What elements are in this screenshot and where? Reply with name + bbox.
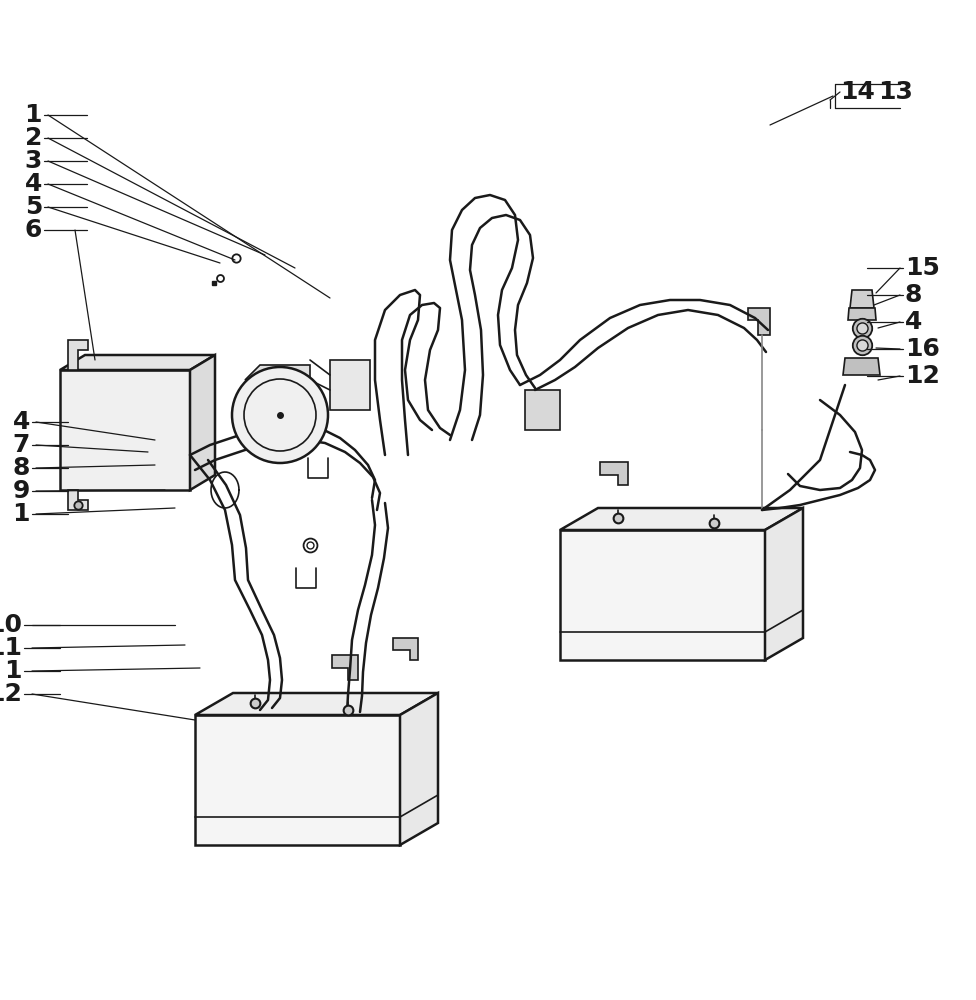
Circle shape: [232, 367, 328, 463]
Polygon shape: [195, 693, 438, 715]
Polygon shape: [560, 530, 765, 660]
Text: 16: 16: [905, 337, 940, 361]
Polygon shape: [330, 360, 370, 410]
Text: 12: 12: [905, 364, 940, 388]
Text: 9: 9: [13, 479, 30, 503]
Text: 11: 11: [0, 636, 22, 660]
Polygon shape: [60, 355, 215, 370]
Text: 1: 1: [5, 659, 22, 683]
Text: 4: 4: [905, 310, 922, 334]
Text: 8: 8: [905, 283, 922, 307]
Text: 4: 4: [24, 172, 42, 196]
Polygon shape: [400, 693, 438, 845]
Polygon shape: [190, 355, 215, 490]
Text: 5: 5: [24, 195, 42, 219]
Polygon shape: [765, 508, 803, 660]
Text: 13: 13: [878, 80, 913, 104]
Polygon shape: [560, 508, 803, 530]
Text: 15: 15: [905, 256, 940, 280]
Text: 1: 1: [24, 103, 42, 127]
Text: 3: 3: [24, 149, 42, 173]
Polygon shape: [60, 370, 190, 490]
Text: 8: 8: [13, 456, 30, 480]
Polygon shape: [393, 638, 418, 660]
Text: 10: 10: [0, 613, 22, 637]
Polygon shape: [525, 390, 560, 430]
Text: 12: 12: [0, 682, 22, 706]
Polygon shape: [848, 308, 876, 320]
Polygon shape: [332, 655, 358, 680]
Text: 4: 4: [13, 410, 30, 434]
Polygon shape: [68, 490, 88, 510]
Text: 7: 7: [13, 433, 30, 457]
Polygon shape: [600, 462, 628, 485]
Text: 1: 1: [13, 502, 30, 526]
Text: 6: 6: [24, 218, 42, 242]
Polygon shape: [850, 290, 874, 308]
Polygon shape: [195, 715, 400, 845]
Text: 14: 14: [840, 80, 874, 104]
Polygon shape: [68, 340, 88, 370]
Polygon shape: [245, 365, 310, 380]
Text: 2: 2: [24, 126, 42, 150]
Polygon shape: [843, 358, 880, 375]
Polygon shape: [748, 308, 770, 335]
